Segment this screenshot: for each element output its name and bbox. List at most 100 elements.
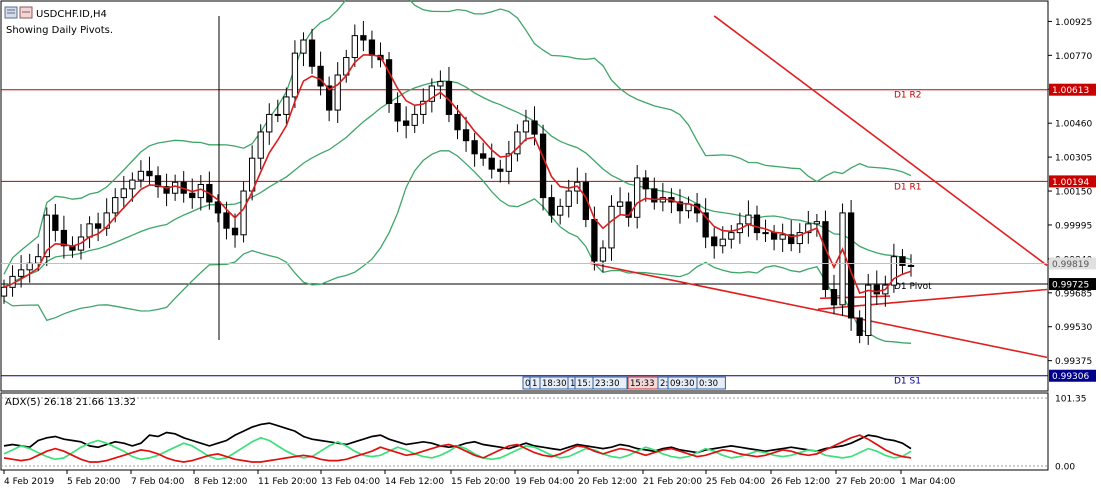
- candle-body: [394, 102, 401, 122]
- candle-body: [531, 120, 538, 135]
- candle-body: [274, 113, 281, 116]
- bollinger-upper-band: [3, 0, 912, 275]
- candle-body: [770, 232, 778, 240]
- candle-body: [403, 120, 410, 126]
- candle-body: [873, 284, 880, 295]
- candle-body: [488, 157, 495, 170]
- pivot-price-tag-text: 1.00194: [1052, 178, 1089, 188]
- candle-body: [497, 168, 504, 172]
- trendline-2: [589, 262, 1048, 359]
- pivot-price-tag-text: 0.99306: [1052, 372, 1089, 382]
- timeline-marker-label: 1: [532, 379, 537, 389]
- timeline-marker-label: 15:33: [630, 379, 655, 389]
- chart-menu-icon[interactable]: [4, 6, 18, 19]
- time-tick-label: 15 Feb 20:00: [451, 477, 510, 487]
- candle-body: [197, 183, 204, 199]
- trendlines[interactable]: [589, 15, 1048, 359]
- candle-body: [300, 39, 307, 54]
- indicator-axis: 101.35 0.00: [1055, 395, 1087, 473]
- pivot-price-tag: [1049, 175, 1096, 188]
- candle-body: [43, 214, 50, 258]
- pivot-price-tag: [1049, 83, 1096, 96]
- candle-body: [719, 238, 726, 247]
- time-tick-label: 13 Feb 04:00: [321, 477, 380, 487]
- candle-body: [779, 234, 786, 240]
- candle-body: [582, 181, 590, 220]
- candle-body: [711, 236, 718, 247]
- candle-body: [907, 264, 915, 267]
- candle-body: [163, 186, 170, 194]
- candle-body: [548, 197, 555, 216]
- candle-body: [522, 120, 530, 133]
- price-tick-label: 1.00925: [1055, 18, 1092, 28]
- candle-body: [762, 232, 769, 235]
- timeline-marker: [696, 376, 726, 390]
- candle-body: [257, 131, 264, 159]
- candle-body: [454, 113, 461, 131]
- candle-body: [291, 52, 299, 98]
- bollinger-lower-band: [3, 150, 912, 344]
- pivot-subtitle: Showing Daily Pivots.: [6, 25, 113, 36]
- timeline-markers[interactable]: 0 1 18:30 1 15: 23:30 15:33 2: 09:30 0:30: [522, 376, 726, 390]
- candle-body: [334, 74, 341, 111]
- candle-body: [189, 192, 196, 199]
- candle-body: [616, 201, 624, 207]
- pivot-price-tag: [1049, 278, 1096, 291]
- candle-body: [642, 177, 649, 190]
- candle-body: [385, 59, 393, 104]
- candle-body: [565, 190, 572, 207]
- adx-series-di: [3, 434, 912, 463]
- price-tick-label: 1.00770: [1055, 52, 1092, 62]
- candlesticks: [0, 20, 915, 345]
- candle-body: [557, 205, 564, 216]
- candle-body: [830, 289, 838, 306]
- time-tick-label: 27 Feb 20:00: [836, 477, 895, 487]
- candle-body: [317, 65, 324, 87]
- candle-body: [231, 227, 239, 236]
- candle-body: [805, 223, 812, 234]
- candle-body: [856, 317, 863, 336]
- candle-body: [0, 286, 8, 297]
- price-tags: 1.00613 1.00194 0.99725 0.99306 0.99819: [1, 83, 1096, 382]
- time-tick-label: 5 Feb 20:00: [67, 477, 121, 487]
- candle-body: [17, 269, 25, 277]
- price-tick-label: 1.00305: [1055, 154, 1092, 164]
- time-tick-label: 19 Feb 04:00: [515, 477, 574, 487]
- candle-body: [745, 214, 752, 225]
- candle-body: [325, 85, 333, 111]
- timeline-marker-label: 1: [570, 379, 575, 389]
- candle-body: [214, 201, 222, 214]
- candle-body: [608, 205, 615, 249]
- candle-body: [890, 256, 898, 286]
- candle-body: [505, 153, 512, 172]
- time-tick-label: 21 Feb 20:00: [643, 477, 702, 487]
- chart-window-icon[interactable]: [19, 6, 33, 19]
- timeline-marker-label: 23:30: [595, 379, 620, 389]
- pivot-level-label: D1 R2: [894, 91, 922, 101]
- candle-body: [753, 214, 761, 234]
- candle-body: [411, 113, 418, 126]
- candle-body: [120, 188, 127, 199]
- candle-body: [693, 203, 701, 214]
- moving-average-line: [3, 54, 912, 295]
- candle-body: [129, 179, 136, 190]
- symbol-title: USDCHF.ID,H4: [36, 9, 107, 20]
- candle-body: [52, 214, 59, 231]
- candle-body: [634, 177, 641, 218]
- candle-body: [368, 39, 376, 56]
- time-tick-label: 4 Feb 2019: [4, 477, 55, 487]
- pivot-level-label: D1 S1: [894, 377, 921, 387]
- pivot-price-tag-text: 0.99725: [1052, 281, 1089, 291]
- candle-body: [702, 212, 709, 238]
- candle-body: [462, 129, 470, 142]
- candle-body: [539, 133, 547, 199]
- candle-body: [437, 81, 444, 87]
- candle-body: [146, 170, 153, 177]
- price-tick-label: 1.00460: [1055, 120, 1092, 130]
- candle-body: [865, 284, 872, 336]
- candle-body: [360, 35, 367, 41]
- candle-body: [651, 188, 658, 203]
- timeline-marker-label: 09:30: [670, 379, 695, 389]
- time-tick-label: 7 Feb 04:00: [131, 477, 185, 487]
